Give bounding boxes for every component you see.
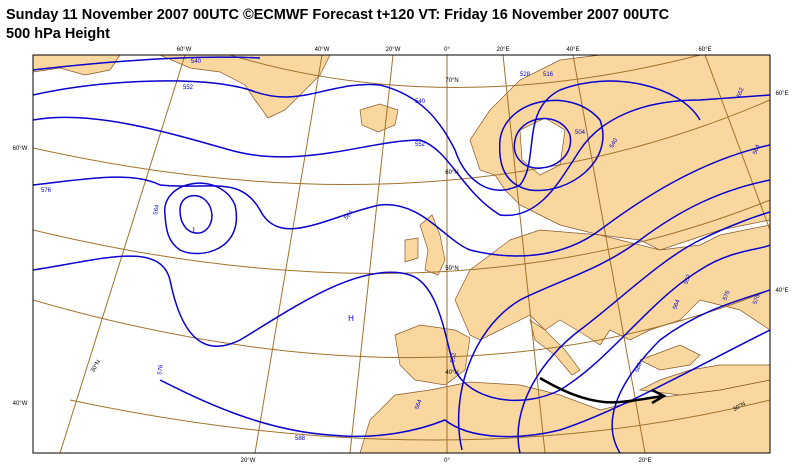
contour-label: 540 — [191, 59, 202, 65]
contour — [179, 194, 213, 234]
land — [404, 237, 419, 263]
meridian — [349, 55, 394, 453]
graticule-label: 30°N — [732, 401, 747, 413]
contour-label: 564 — [415, 398, 424, 410]
subtitle: 500 hPa Height — [6, 26, 110, 42]
contour — [33, 244, 770, 402]
graticule-label: 0° — [444, 47, 450, 53]
map-body — [33, 55, 770, 453]
contour-label: 552 — [183, 85, 194, 91]
title: Sunday 11 November 2007 00UTC ©ECMWF For… — [6, 7, 670, 23]
parallel — [33, 289, 770, 359]
contour-label: 588 — [635, 361, 644, 373]
graticule-label: 40°W — [13, 401, 28, 407]
graticule-label: 60°W — [177, 47, 192, 53]
contour — [33, 94, 770, 217]
high-center: H — [348, 314, 354, 323]
land — [419, 214, 446, 276]
graticule-label: 0° — [444, 458, 450, 464]
contour-label: 576 — [753, 293, 762, 305]
graticule-label: 20°E — [496, 47, 509, 53]
contour-label: 564 — [344, 209, 355, 221]
graticule-label: 40°W — [315, 47, 330, 53]
contour — [164, 182, 238, 255]
contour-label: 564 — [753, 143, 762, 155]
graticule-label: 60°E — [775, 91, 788, 97]
graticule-label: 30°N — [90, 359, 102, 374]
low-center: L — [193, 226, 198, 235]
contour — [33, 80, 701, 191]
graticule-label: 40°E — [566, 47, 579, 53]
meridian — [502, 55, 546, 453]
arrow — [539, 376, 663, 404]
contour-label: 576 — [157, 364, 165, 376]
contour-label: 576 — [41, 188, 52, 194]
graticule-label: 60°E — [698, 47, 711, 53]
contour-label: 552 — [684, 273, 693, 285]
contour-label: 552 — [737, 86, 746, 98]
meridian — [254, 55, 323, 453]
arrow-head — [651, 388, 667, 405]
contour-label: 588 — [295, 436, 306, 442]
meridian — [704, 55, 770, 231]
contour — [33, 144, 770, 257]
graticule-label: 40°E — [775, 288, 788, 294]
graticule-label: 20°E — [638, 458, 651, 464]
contour-label: 564 — [673, 298, 682, 310]
contour-label: 552 — [450, 352, 458, 364]
graticule-label: 60°W — [13, 146, 28, 152]
contour-label: 540 — [415, 99, 426, 105]
contour — [457, 179, 770, 451]
graticule-label: 20°W — [386, 47, 401, 53]
contour-label: 552 — [415, 142, 426, 148]
graticule-label: 70°N — [445, 78, 458, 84]
meridian — [59, 55, 186, 453]
land — [359, 103, 399, 133]
graticule-label: 20°W — [241, 458, 256, 464]
contour-label: 516 — [543, 72, 554, 78]
contour-label: 564 — [153, 204, 161, 216]
land — [159, 55, 331, 119]
parallel — [33, 199, 770, 274]
contour — [159, 329, 770, 438]
parallel — [229, 55, 701, 88]
parallel — [69, 399, 770, 441]
contour-label: 576 — [723, 289, 732, 301]
contour-label: 528 — [520, 72, 531, 78]
contour — [611, 289, 770, 453]
contour — [513, 118, 572, 169]
graticule-label: 40°N — [445, 370, 458, 376]
parallel — [33, 99, 770, 185]
land — [638, 364, 770, 396]
land — [639, 344, 701, 371]
land — [394, 324, 471, 386]
meridian — [572, 55, 646, 453]
contour — [517, 211, 770, 453]
graticule-label: 60°N — [445, 170, 458, 176]
graticule-label: 50°N — [445, 266, 458, 272]
contour-label: 540 — [609, 137, 620, 149]
frame — [32, 54, 771, 454]
contour — [498, 99, 604, 192]
contour — [33, 56, 261, 71]
contour-label: 504 — [575, 130, 586, 136]
